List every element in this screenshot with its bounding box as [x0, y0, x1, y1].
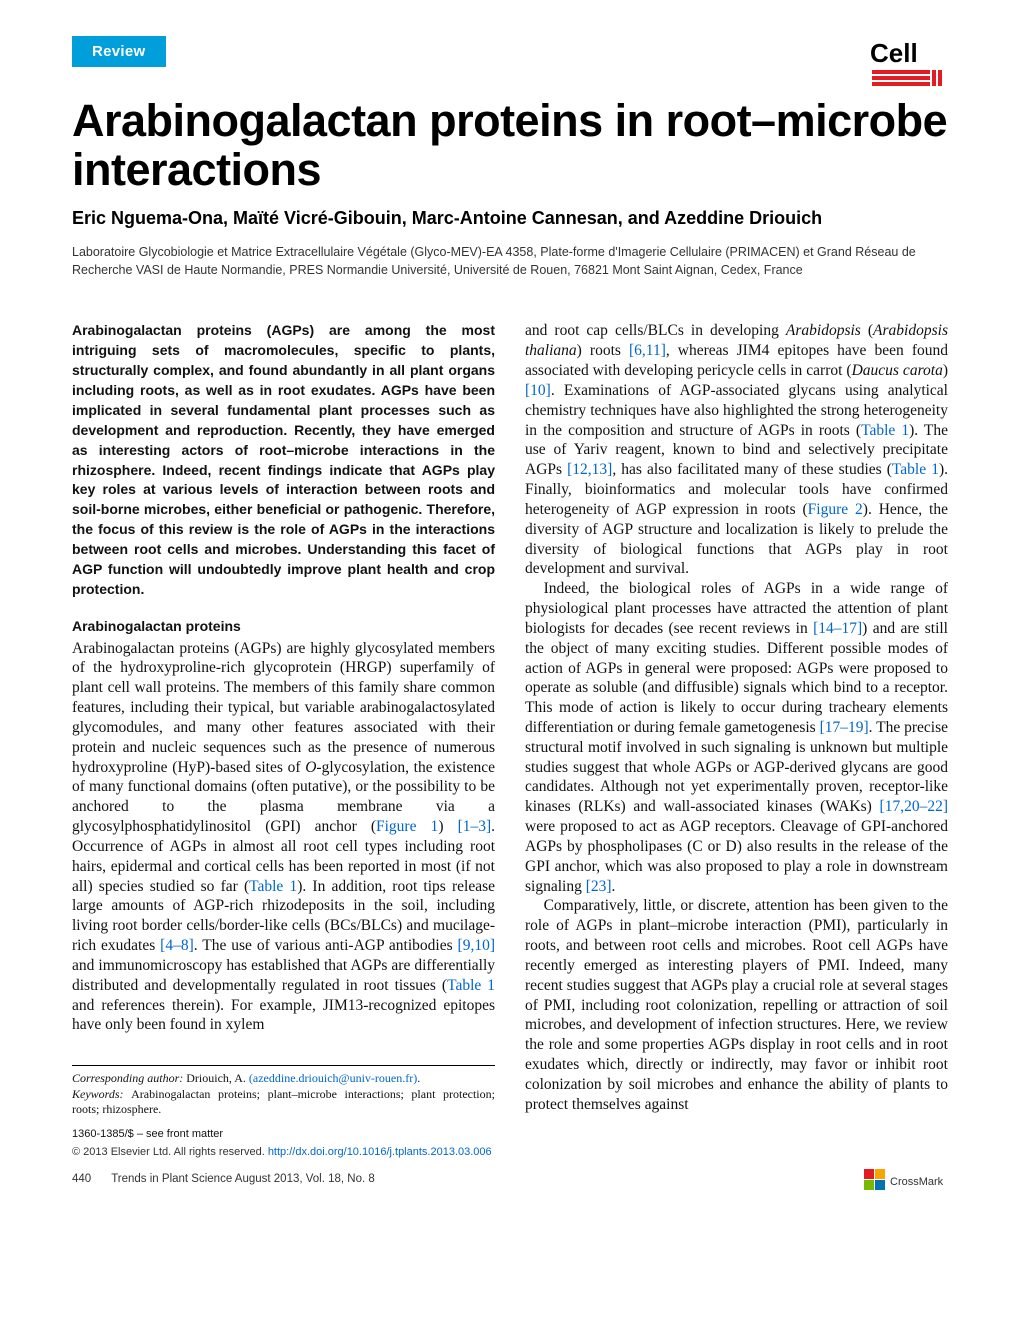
affiliation: Laboratoire Glycobiologie et Matrice Ext… — [72, 243, 948, 279]
species-name: Arabidopsis — [786, 322, 861, 339]
body-paragraph: and root cap cells/BLCs in developing Ar… — [525, 321, 948, 579]
issue-info: Trends in Plant Science August 2013, Vol… — [111, 1173, 375, 1185]
body-text: ) — [438, 818, 457, 835]
abstract: Arabinogalactan proteins (AGPs) are amon… — [72, 321, 495, 599]
corr-dot: . — [417, 1071, 420, 1085]
right-column: and root cap cells/BLCs in developing Ar… — [525, 321, 948, 1159]
section-heading: Arabinogalactan proteins — [72, 618, 495, 636]
corr-name: Driouich, A. — [186, 1071, 249, 1085]
kw-text: Arabinogalactan proteins; plant–microbe … — [72, 1087, 495, 1116]
figure-link[interactable]: Figure 1 — [376, 818, 438, 835]
cell-press-logo: Cell — [870, 40, 948, 92]
body-text: Comparatively, little, or discrete, atte… — [525, 897, 948, 1112]
citation-link[interactable]: [10] — [525, 382, 551, 399]
body-text: . — [612, 878, 616, 895]
body-text: ) — [943, 362, 948, 379]
left-column: Arabinogalactan proteins (AGPs) are amon… — [72, 321, 495, 1159]
keywords: Keywords: Arabinogalactan proteins; plan… — [72, 1087, 495, 1118]
body-text: ( — [861, 322, 873, 339]
body-text: Arabinogalactan proteins (AGPs) are high… — [72, 640, 495, 776]
kw-label: Keywords: — [72, 1087, 131, 1101]
citation-link[interactable]: [1–3] — [458, 818, 492, 835]
body-columns: Arabinogalactan proteins (AGPs) are amon… — [72, 321, 948, 1159]
body-text: and references therein). For example, JI… — [72, 997, 495, 1034]
citation-link[interactable]: [6,11] — [629, 342, 666, 359]
citation-link[interactable]: [12,13] — [567, 461, 612, 478]
citation-link[interactable]: [23] — [586, 878, 612, 895]
citation-link[interactable]: [17,20–22] — [880, 798, 948, 815]
table-link[interactable]: Table 1 — [861, 422, 909, 439]
doi-link[interactable]: http://dx.doi.org/10.1016/j.tplants.2013… — [268, 1146, 492, 1158]
citation-link[interactable]: [14–17] — [813, 620, 862, 637]
body-text: . The use of various anti-AGP antibodies — [194, 937, 458, 954]
corr-label: Corresponding author: — [72, 1071, 186, 1085]
citation-link[interactable]: [17–19] — [820, 719, 869, 736]
authors-list: Eric Nguema-Ona, Maïté Vicré-Gibouin, Ma… — [72, 208, 948, 229]
body-text: and root cap cells/BLCs in developing — [525, 322, 786, 339]
citation-link[interactable]: [4–8] — [160, 937, 194, 954]
page-footer: 440 Trends in Plant Science August 2013,… — [72, 1173, 948, 1185]
figure-link[interactable]: Figure 2 — [808, 501, 863, 518]
body-text: ) roots — [577, 342, 629, 359]
crossmark-label: CrossMark — [890, 1176, 944, 1188]
review-tab: Review — [72, 36, 166, 67]
body-paragraph: Comparatively, little, or discrete, atte… — [525, 896, 948, 1114]
body-paragraph: Indeed, the biological roles of AGPs in … — [525, 579, 948, 896]
corresponding-author: Corresponding author: Driouich, A. (azed… — [72, 1071, 495, 1086]
species-name: Daucus carota — [852, 362, 943, 379]
front-matter: 1360-1385/$ – see front matter — [72, 1127, 495, 1141]
crossmark-badge[interactable]: CrossMark — [864, 1165, 952, 1195]
page-number: 440 — [72, 1173, 91, 1185]
table-link[interactable]: Table 1 — [447, 977, 495, 994]
body-text: , has also facilitated many of these stu… — [612, 461, 892, 478]
copyright-text: © 2013 Elsevier Ltd. All rights reserved… — [72, 1146, 268, 1158]
body-paragraph: Arabinogalactan proteins (AGPs) are high… — [72, 639, 495, 1036]
citation-link[interactable]: [9,10] — [458, 937, 495, 954]
svg-text:Cell: Cell — [870, 40, 918, 68]
body-text: and immunomicroscopy has established tha… — [72, 957, 495, 994]
table-link[interactable]: Table 1 — [249, 878, 297, 895]
footer-metadata: Corresponding author: Driouich, A. (azed… — [72, 1065, 495, 1159]
article-title: Arabinogalactan proteins in root–microbe… — [72, 97, 948, 194]
table-link[interactable]: Table 1 — [892, 461, 939, 478]
corr-email-link[interactable]: (azeddine.driouich@univ-rouen.fr) — [249, 1071, 417, 1085]
copyright-line: © 2013 Elsevier Ltd. All rights reserved… — [72, 1145, 495, 1159]
